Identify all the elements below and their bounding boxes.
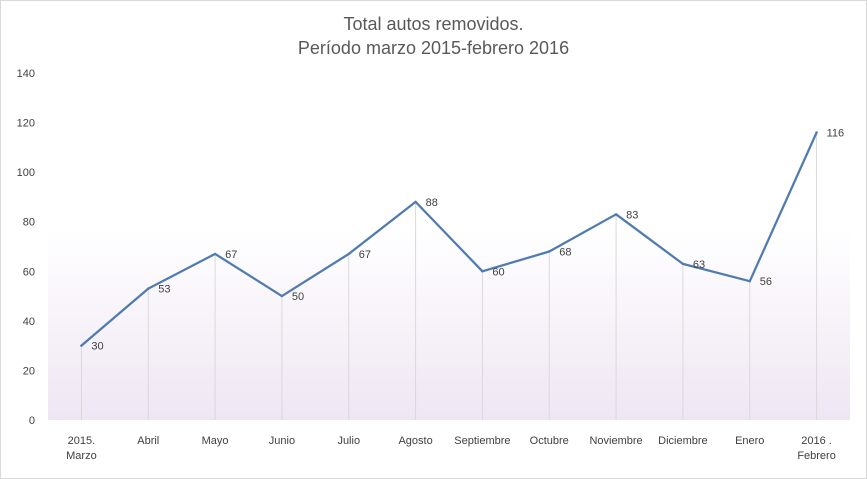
data-label: 56 xyxy=(760,276,772,288)
x-tick-label: Abril xyxy=(137,435,159,447)
x-tick-label: 2015. Marzo xyxy=(66,435,97,462)
x-tick-label: Mayo xyxy=(202,435,229,447)
series-line xyxy=(80,131,818,347)
data-label: 68 xyxy=(559,246,571,258)
data-label: 67 xyxy=(225,249,237,261)
data-point xyxy=(548,250,551,253)
x-tick-label: Octubre xyxy=(530,435,569,447)
x-tick-label: 2016 . Febrero xyxy=(797,435,836,462)
data-point xyxy=(614,213,618,216)
chart-subtitle: Período marzo 2015-febrero 2016 xyxy=(297,38,570,58)
y-tick-label: 40 xyxy=(23,316,35,328)
chart-title: Total autos removidos. xyxy=(343,14,524,34)
data-label: 67 xyxy=(359,249,371,261)
data-point xyxy=(815,131,818,134)
data-label: 83 xyxy=(626,209,638,221)
data-point xyxy=(347,252,350,256)
y-tick-label: 120 xyxy=(17,118,35,130)
y-tick-label: 60 xyxy=(23,266,35,278)
x-tick-label: Septiembre xyxy=(454,435,510,447)
y-tick-label: 140 xyxy=(17,68,35,80)
data-label: 88 xyxy=(426,197,438,209)
data-label: 60 xyxy=(492,266,504,278)
y-tick-label: 80 xyxy=(23,217,35,229)
data-point xyxy=(681,262,685,266)
data-point xyxy=(147,287,150,290)
data-label: 30 xyxy=(91,341,103,353)
x-tick-label: Julio xyxy=(337,435,360,447)
x-tick-label: Agosto xyxy=(398,435,432,447)
data-label: 50 xyxy=(292,291,304,303)
x-tick-label: Diciembre xyxy=(658,435,708,447)
x-tick-label: Enero xyxy=(735,435,764,447)
y-tick-label: 20 xyxy=(23,365,35,377)
data-label: 116 xyxy=(827,127,845,139)
x-tick-label: Junio xyxy=(269,435,295,447)
data-point xyxy=(414,200,417,204)
data-point xyxy=(481,270,484,273)
plot-area xyxy=(48,73,850,420)
data-point xyxy=(80,344,83,347)
data-point xyxy=(748,280,751,283)
data-label: 63 xyxy=(693,259,705,271)
y-tick-label: 0 xyxy=(29,415,35,427)
y-tick-label: 100 xyxy=(17,167,35,179)
data-point xyxy=(213,252,217,256)
x-tick-label: Noviembre xyxy=(589,435,642,447)
data-point xyxy=(280,294,284,298)
data-label: 53 xyxy=(158,284,170,296)
